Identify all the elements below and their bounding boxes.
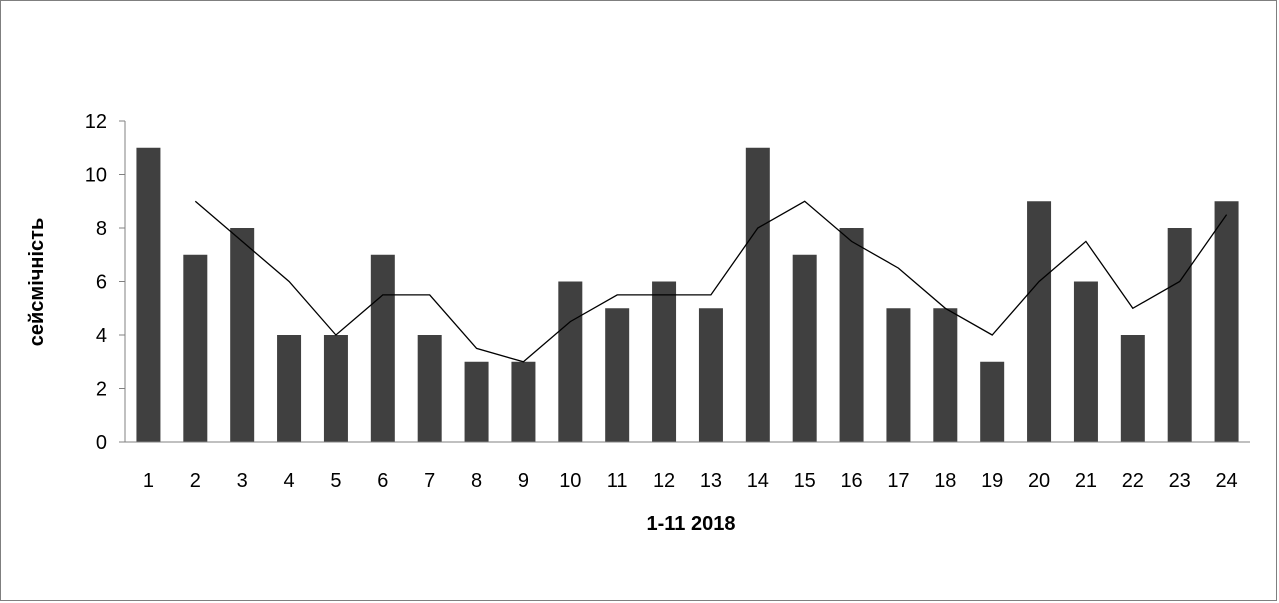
x-tick-label: 6 (377, 470, 388, 492)
x-tick-label: 7 (424, 470, 435, 492)
bar-22 (1120, 335, 1145, 442)
bar-7 (417, 335, 442, 442)
x-tick-label: 4 (284, 470, 295, 492)
x-tick-label: 24 (1215, 470, 1237, 492)
bar-19 (980, 361, 1005, 442)
x-axis: 1 2 3 4 5 6 7 8 9 10 11 12 13 14 15 16 17 18 19 20 21 22 23 24 (125, 441, 1250, 492)
y-axis-title: сейсмічність (26, 218, 48, 346)
bar-5 (323, 335, 348, 442)
bar-15 (792, 254, 817, 442)
bar-13 (698, 308, 723, 442)
y-tick-label: 0 (96, 432, 107, 454)
x-tick-label: 1 (143, 470, 154, 492)
y-tick-label: 4 (96, 325, 107, 347)
bar-18 (933, 308, 958, 442)
bar-6 (370, 254, 395, 442)
x-tick-label: 18 (934, 470, 956, 492)
x-tick-label: 12 (653, 470, 675, 492)
bar-17 (886, 308, 911, 442)
x-tick-label: 8 (471, 470, 482, 492)
x-tick-label: 2 (190, 470, 201, 492)
x-tick-label: 17 (887, 470, 909, 492)
bar-16 (839, 228, 864, 442)
y-tick-label: 10 (85, 165, 107, 187)
x-tick-label: 22 (1122, 470, 1144, 492)
x-tick-label: 5 (330, 470, 341, 492)
bar-2 (183, 254, 208, 442)
trend-line-series (194, 200, 1228, 363)
trend-line (194, 200, 1228, 363)
y-tick-label: 6 (96, 272, 107, 294)
bar-12 (652, 281, 677, 442)
y-tick-label: 12 (85, 111, 107, 133)
x-tick-label: 16 (840, 470, 862, 492)
x-tick-label: 20 (1028, 470, 1050, 492)
y-axis: 0 2 4 6 8 10 12 (85, 111, 126, 454)
bar-8 (464, 361, 489, 442)
x-tick-label: 10 (559, 470, 581, 492)
x-tick-label: 11 (607, 470, 628, 492)
bar-24 (1214, 201, 1239, 442)
bar-9 (511, 361, 536, 442)
x-tick-label: 9 (518, 470, 529, 492)
bar-4 (277, 335, 302, 442)
x-axis-title: 1-11 2018 (647, 513, 736, 535)
bar-14 (745, 147, 770, 442)
y-tick-label: 2 (96, 379, 107, 401)
x-tick-label: 19 (981, 470, 1003, 492)
bar-21 (1073, 281, 1098, 442)
x-tick-label: 15 (794, 470, 816, 492)
bar-20 (1027, 201, 1052, 442)
x-tick-label: 14 (747, 470, 769, 492)
bar-3 (230, 228, 255, 442)
y-tick-label: 8 (96, 218, 107, 240)
x-tick-label: 21 (1075, 470, 1097, 492)
bar-23 (1167, 228, 1192, 442)
x-tick-label: 23 (1169, 470, 1191, 492)
bar-10 (558, 281, 583, 442)
bar-1 (136, 147, 161, 442)
x-tick-label: 13 (700, 470, 722, 492)
bar-11 (605, 308, 630, 442)
bar-series (136, 147, 1239, 442)
x-tick-label: 3 (237, 470, 248, 492)
